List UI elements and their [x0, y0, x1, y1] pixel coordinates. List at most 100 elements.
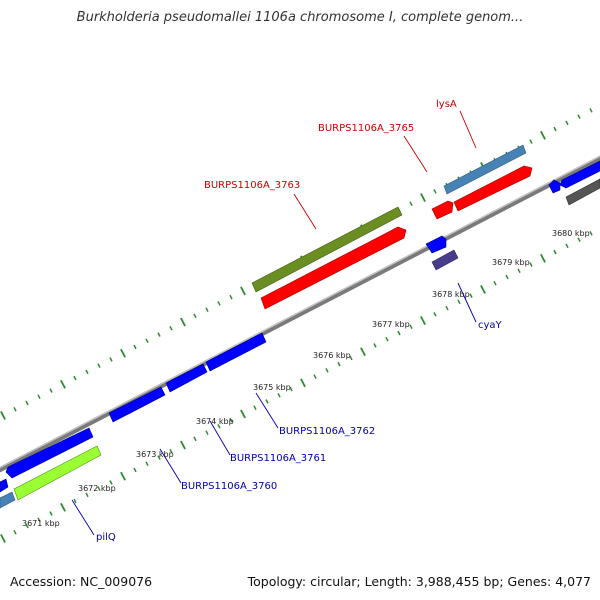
leader-burps1106a-3765	[403, 135, 428, 173]
feature-cyaY[interactable]	[425, 235, 447, 254]
gene-label-lysA[interactable]: lysA	[436, 99, 457, 110]
tick-mark	[157, 332, 161, 337]
tick-mark	[480, 284, 486, 294]
feature-pilQ[interactable]	[13, 445, 102, 501]
tick-mark	[493, 280, 497, 286]
tick-mark	[193, 436, 197, 442]
tick-mark	[205, 430, 209, 435]
feature-left-steel-edge[interactable]	[0, 491, 16, 509]
tick-mark	[85, 369, 89, 375]
leader-burps1106a-3763	[293, 193, 317, 230]
feature-blue-3761[interactable]	[165, 363, 208, 393]
tick-mark	[73, 375, 77, 381]
tick-mark	[529, 139, 533, 144]
tick-mark	[553, 126, 557, 132]
tick-mark	[169, 448, 173, 454]
tick-mark	[265, 399, 269, 404]
leader-lysA	[459, 110, 477, 149]
tick-mark	[589, 231, 593, 236]
feature-burps1106a-3765[interactable]	[453, 165, 533, 212]
tick-mark	[217, 424, 221, 429]
feature-right-blue-small[interactable]	[548, 179, 561, 194]
tick-mark	[517, 268, 521, 274]
tick-mark	[120, 471, 126, 481]
tick-mark	[577, 237, 581, 242]
tick-mark	[0, 410, 6, 420]
feature-lysA[interactable]	[443, 144, 527, 195]
feature-right-gray[interactable]	[565, 178, 600, 206]
tick-mark	[505, 274, 509, 280]
gene-label-burps1106a-3762[interactable]: BURPS1106A_3762	[279, 426, 375, 437]
map-title: Burkholderia pseudomallei 1106a chromoso…	[76, 10, 524, 25]
tick-mark	[240, 409, 246, 419]
tick-mark	[60, 502, 66, 512]
feature-right-blue-1[interactable]	[559, 160, 600, 189]
tick-mark	[0, 533, 6, 543]
tick-mark	[277, 392, 281, 398]
gene-label-burps1106a-3763[interactable]: BURPS1106A_3763	[204, 180, 300, 191]
leader-burps1106a-3760	[159, 448, 182, 484]
gene-label-burps1106a-3765[interactable]: BURPS1106A_3765	[318, 123, 414, 134]
tick-mark	[540, 130, 546, 140]
position-label: 3676 kbp	[313, 351, 351, 360]
tick-mark	[25, 523, 29, 529]
gene-label-pilQ[interactable]: pilQ	[96, 532, 116, 543]
position-label: 3678 kbp	[432, 290, 470, 299]
feature-slate[interactable]	[431, 249, 459, 271]
feature-burps1106a-3763[interactable]	[260, 226, 407, 310]
tick-mark	[433, 312, 437, 317]
position-label: 3677 kbp	[372, 320, 410, 329]
tick-mark	[180, 440, 186, 450]
tick-mark	[109, 480, 113, 485]
gene-label-cyaY[interactable]: cyaY	[478, 320, 503, 331]
tick-mark	[469, 293, 473, 298]
tick-mark	[420, 193, 426, 203]
feature-small-red[interactable]	[431, 200, 454, 220]
tick-mark	[49, 388, 53, 393]
tick-mark	[97, 363, 101, 368]
tick-mark	[193, 313, 197, 319]
tick-mark	[565, 243, 569, 249]
tick-mark	[157, 455, 161, 460]
tick-mark	[49, 511, 53, 516]
tick-mark	[229, 294, 233, 300]
tick-mark	[409, 201, 413, 207]
tick-mark	[360, 347, 366, 357]
tick-mark	[529, 262, 533, 267]
gene-label-burps1106a-3761[interactable]: BURPS1106A_3761	[230, 453, 326, 464]
position-label: 3675 kbp	[253, 383, 291, 392]
tick-mark	[409, 324, 413, 330]
position-label: 3674 kbp	[196, 417, 234, 426]
tick-mark	[565, 120, 569, 126]
tick-mark	[169, 325, 173, 331]
tick-mark	[25, 400, 29, 406]
tick-mark	[589, 108, 593, 113]
position-label: 3673 kbp	[136, 450, 174, 459]
feature-left-blue-edge[interactable]	[0, 478, 9, 493]
tick-mark	[73, 498, 77, 504]
leader-burps1106a-3761	[209, 420, 231, 456]
tick-mark	[37, 394, 41, 400]
chromosome-backbone-highlight	[0, 155, 600, 469]
feature-burps1106a-3760[interactable]	[108, 386, 166, 423]
tick-mark	[13, 406, 17, 412]
tick-mark	[133, 344, 137, 350]
leader-cyaY	[457, 282, 477, 323]
tick-mark	[553, 249, 557, 255]
tick-mark	[313, 374, 317, 379]
feature-blue-long[interactable]	[5, 427, 94, 479]
position-label: 3671 kbp	[22, 519, 60, 528]
tick-mark	[337, 361, 341, 367]
tick-mark	[145, 338, 149, 344]
feature-burps1106a-3762[interactable]	[205, 332, 267, 372]
tick-mark	[97, 486, 101, 491]
tick-mark	[109, 357, 113, 362]
tick-mark	[433, 189, 437, 194]
accession-text: Accession: NC_009076	[10, 574, 153, 589]
tick-mark	[229, 417, 233, 423]
tick-mark	[240, 286, 246, 296]
gene-label-burps1106a-3760[interactable]: BURPS1106A_3760	[181, 481, 277, 492]
feature-burps1106a-3763-pseudo[interactable]	[251, 206, 403, 293]
tick-mark	[60, 379, 66, 389]
